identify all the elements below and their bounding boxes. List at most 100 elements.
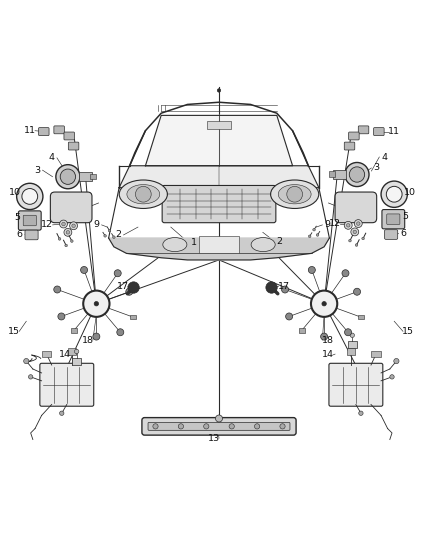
Circle shape (204, 424, 209, 429)
Circle shape (104, 235, 106, 237)
Text: 6: 6 (17, 230, 23, 239)
Ellipse shape (163, 238, 187, 252)
Circle shape (357, 222, 360, 225)
FancyBboxPatch shape (148, 423, 290, 430)
FancyBboxPatch shape (162, 185, 276, 223)
Text: 12: 12 (329, 219, 341, 228)
Circle shape (72, 224, 75, 228)
Text: 6: 6 (401, 229, 407, 238)
Circle shape (215, 415, 223, 422)
Circle shape (70, 222, 78, 230)
FancyBboxPatch shape (385, 230, 398, 239)
Text: 13: 13 (208, 434, 220, 443)
Circle shape (345, 329, 352, 336)
FancyBboxPatch shape (348, 341, 357, 348)
Circle shape (64, 229, 72, 236)
Bar (328, 172, 335, 177)
Text: 2: 2 (115, 230, 121, 239)
Circle shape (28, 375, 33, 379)
Text: 4: 4 (49, 154, 55, 163)
Text: 1: 1 (191, 238, 197, 247)
Circle shape (114, 270, 121, 277)
Circle shape (71, 240, 73, 243)
FancyBboxPatch shape (23, 215, 36, 226)
Circle shape (54, 286, 61, 293)
FancyBboxPatch shape (25, 230, 38, 240)
Text: 3: 3 (374, 164, 380, 173)
Circle shape (58, 238, 61, 240)
Text: 15: 15 (402, 327, 414, 336)
Circle shape (353, 288, 360, 295)
Text: 10: 10 (9, 189, 21, 197)
FancyBboxPatch shape (335, 192, 377, 223)
Circle shape (108, 229, 111, 232)
Circle shape (280, 424, 285, 429)
Circle shape (351, 228, 359, 236)
FancyBboxPatch shape (50, 192, 92, 223)
FancyBboxPatch shape (349, 132, 359, 140)
Circle shape (126, 288, 133, 295)
Circle shape (217, 88, 221, 92)
FancyBboxPatch shape (68, 142, 79, 150)
FancyBboxPatch shape (39, 128, 49, 135)
Circle shape (308, 266, 315, 273)
Circle shape (390, 375, 394, 379)
Text: 9: 9 (325, 220, 331, 229)
Ellipse shape (60, 169, 76, 184)
Ellipse shape (251, 238, 275, 252)
Circle shape (66, 231, 70, 234)
Bar (90, 174, 96, 179)
Circle shape (308, 235, 311, 238)
FancyBboxPatch shape (371, 351, 381, 357)
Circle shape (362, 237, 364, 240)
Circle shape (83, 290, 110, 317)
FancyBboxPatch shape (347, 349, 355, 354)
Text: 5: 5 (402, 212, 408, 221)
Text: 14: 14 (59, 351, 71, 359)
Ellipse shape (345, 163, 369, 187)
Bar (207, 120, 231, 128)
Circle shape (60, 220, 67, 228)
Text: 14: 14 (321, 351, 334, 359)
Ellipse shape (56, 165, 80, 189)
Polygon shape (119, 166, 319, 188)
Polygon shape (109, 238, 329, 260)
Circle shape (349, 239, 351, 242)
Circle shape (286, 313, 293, 320)
Circle shape (65, 244, 67, 247)
Text: 10: 10 (403, 189, 416, 197)
Text: 2: 2 (276, 237, 283, 246)
Circle shape (60, 411, 64, 415)
Bar (358, 315, 364, 319)
Ellipse shape (127, 184, 160, 204)
Bar (299, 328, 305, 333)
Ellipse shape (349, 167, 364, 182)
FancyBboxPatch shape (387, 214, 400, 224)
Circle shape (113, 236, 115, 238)
Circle shape (74, 349, 79, 354)
Text: 12: 12 (41, 220, 53, 229)
Circle shape (287, 187, 303, 202)
Text: 18: 18 (321, 336, 334, 344)
Bar (199, 236, 239, 253)
FancyBboxPatch shape (329, 364, 383, 406)
Circle shape (128, 282, 139, 293)
Circle shape (316, 233, 319, 236)
Circle shape (342, 270, 349, 277)
Circle shape (117, 329, 124, 336)
FancyBboxPatch shape (344, 142, 355, 150)
Text: 9: 9 (93, 220, 99, 229)
FancyBboxPatch shape (18, 211, 41, 230)
Circle shape (17, 183, 43, 209)
Circle shape (321, 333, 328, 340)
Text: 15: 15 (8, 327, 20, 336)
Bar (333, 170, 346, 179)
Text: 17: 17 (278, 282, 290, 290)
Circle shape (354, 220, 362, 228)
Circle shape (322, 302, 326, 306)
Ellipse shape (278, 184, 311, 204)
Circle shape (266, 282, 277, 293)
Circle shape (344, 221, 352, 229)
FancyBboxPatch shape (54, 126, 64, 134)
Circle shape (93, 333, 100, 340)
